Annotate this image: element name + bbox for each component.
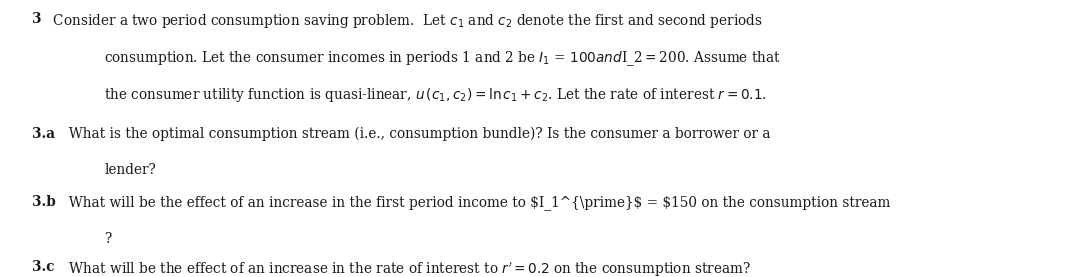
Text: What is the optimal consumption stream (i.e., consumption bundle)? Is the consum: What is the optimal consumption stream (… [60,127,771,141]
Text: 3: 3 [32,12,42,27]
Text: ?: ? [104,232,112,246]
Text: Consider a two period consumption saving problem.  Let $c_1$ and $c_2$ denote th: Consider a two period consumption saving… [44,12,762,30]
Text: the consumer utility function is quasi-linear, $u\,(c_1, c_2) = \ln c_1 + c_2$. : the consumer utility function is quasi-l… [104,86,768,104]
Text: lender?: lender? [104,163,157,178]
Text: 3.b: 3.b [32,195,55,209]
Text: consumption. Let the consumer incomes in periods 1 and 2 be $I_1$ = $100 and $I_: consumption. Let the consumer incomes in… [104,49,781,68]
Text: 3.c: 3.c [32,260,54,275]
Text: 3.a: 3.a [32,127,55,141]
Text: What will be the effect of an increase in the first period income to $I_1^{\prim: What will be the effect of an increase i… [60,195,890,210]
Text: What will be the effect of an increase in the rate of interest to $r^{\prime} = : What will be the effect of an increase i… [60,260,750,277]
